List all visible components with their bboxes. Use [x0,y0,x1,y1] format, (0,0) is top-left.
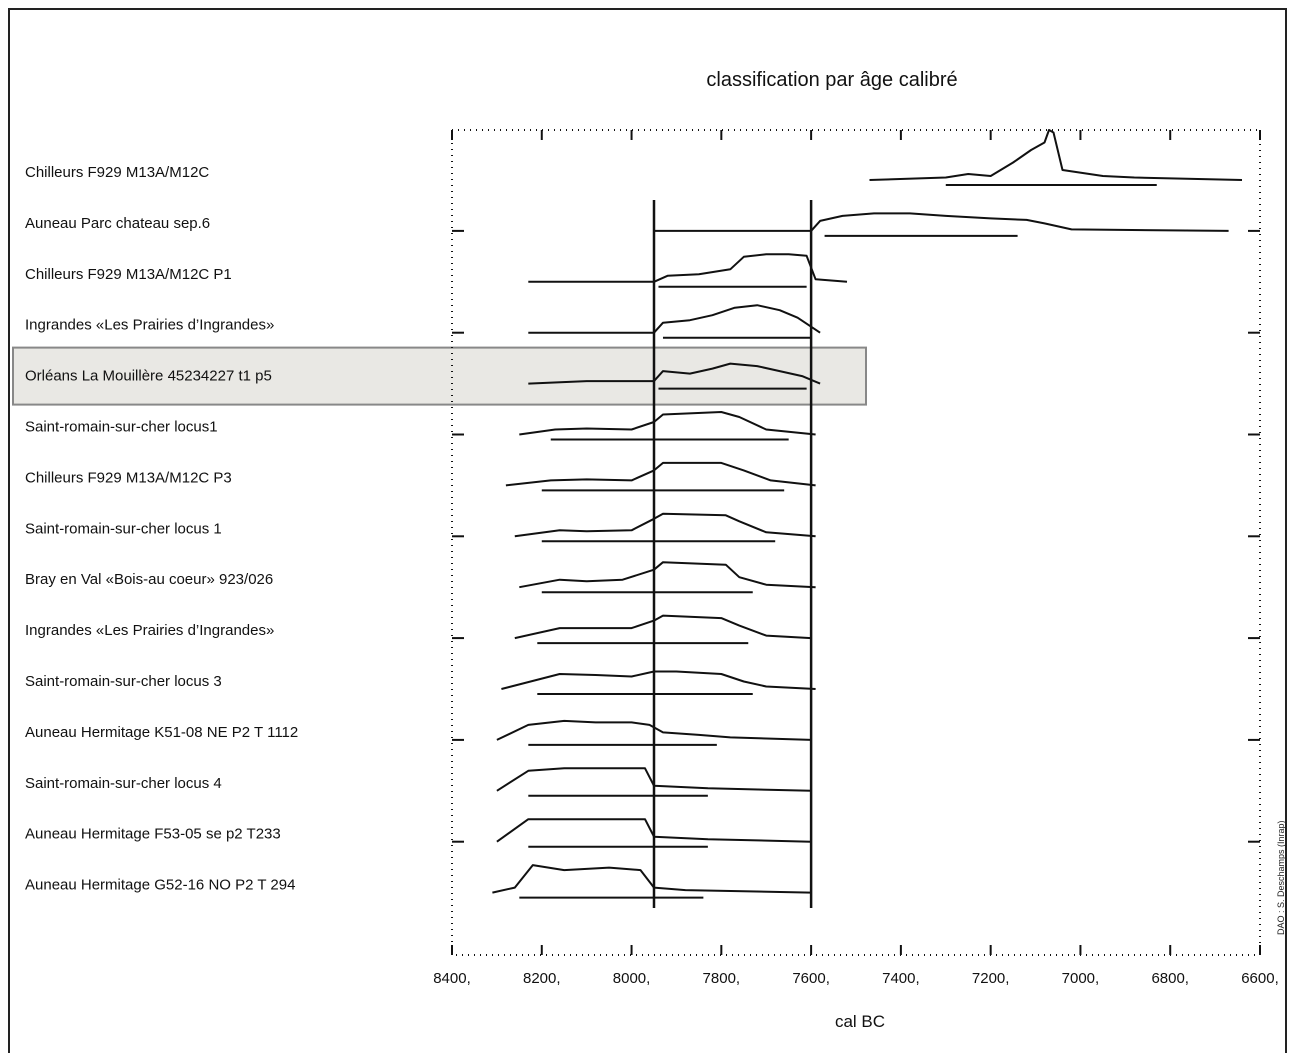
x-tick-label: 7600, [792,970,830,987]
x-tick-label: 6600, [1241,970,1279,987]
x-tick-label: 8200, [523,970,561,987]
figure-frame [8,8,1287,1053]
probability-curve [528,253,848,283]
x-tick-label: 7400, [882,970,920,987]
x-ticks: 8400, 8200, 8000, 7800, 7600, 7400, 7200, 7000,… [433,130,1279,987]
row-label: Ingrandes «Les Prairies d’Ingrandes» [25,317,274,334]
probability-curve [505,461,816,487]
probability-curve [514,614,812,640]
probability-curve [514,512,816,538]
probability-curve [869,129,1243,181]
row-label: Saint-romain-sur-cher locus 4 [25,775,222,792]
x-tick-label: 7200, [972,970,1010,987]
row-label: Bray en Val «Bois-au coeur» 923/026 [25,571,273,588]
x-axis-label: cal BC [835,1012,885,1031]
row-label: Saint-romain-sur-cher locus 1 [25,520,222,537]
probability-curve [519,411,816,436]
x-tick-label: 7000, [1062,970,1100,987]
x-tick-label: 6800, [1151,970,1189,987]
probability-curve [496,767,812,792]
row-label: Auneau Parc chateau sep.6 [25,215,210,232]
x-tick-label: 7800, [703,970,741,987]
probability-curve [528,362,821,385]
credit-text: DAO : S. Deschamps (Inrap) [1276,820,1286,935]
row-label: Saint-romain-sur-cher locus1 [25,419,218,436]
row-label: Ingrandes «Les Prairies d’Ingrandes» [25,622,274,639]
x-tick-label: 8400, [433,970,471,987]
plot-area [451,129,1261,956]
row-label: Orléans La Mouillère 45234227 t1 p5 [25,368,272,385]
axes [452,229,1260,843]
probability-curve [519,561,816,589]
probability-curve [654,212,1229,232]
row-label: Auneau Hermitage K51-08 NE P2 T 1112 [25,724,298,741]
curves [492,129,1243,899]
probability-curve [496,818,812,843]
row-label: Chilleurs F929 M13A/M12C P1 [25,266,232,283]
chart-title: classification par âge calibré [706,69,957,91]
probability-curve [501,670,816,690]
row-labels: Chilleurs F929 M13A/M12C Auneau Parc chat… [25,164,298,894]
probability-curve [496,719,812,741]
row-label: Auneau Hermitage G52-16 NO P2 T 294 [25,877,295,894]
row-label: Chilleurs F929 M13A/M12C [25,164,209,181]
row-label: Auneau Hermitage F53-05 se p2 T233 [25,826,281,843]
probability-curve [528,304,821,334]
x-tick-label: 8000, [613,970,651,987]
reference-lines [652,200,813,908]
probability-curve [492,864,812,894]
row-label: Saint-romain-sur-cher locus 3 [25,673,222,690]
highlight-row [12,346,867,406]
row-label: Chilleurs F929 M13A/M12C P3 [25,469,232,486]
